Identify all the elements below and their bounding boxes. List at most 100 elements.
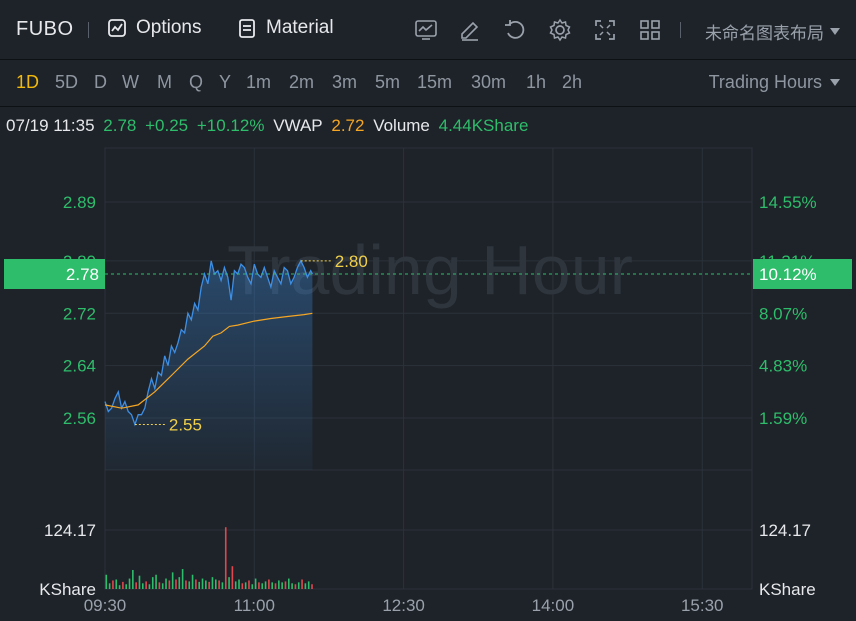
quote-price: 2.78	[103, 116, 137, 135]
period-tab-d[interactable]: D	[94, 72, 107, 92]
time-tick-label: 12:30	[382, 596, 425, 615]
volume-bar	[158, 582, 161, 589]
volume-bar	[122, 581, 124, 589]
indicator-icon[interactable]	[413, 17, 439, 43]
period-tab-5m[interactable]: 5m	[375, 72, 401, 92]
volume-bar	[307, 581, 310, 589]
volume-bar	[244, 582, 247, 589]
draw-icon[interactable]	[457, 17, 483, 43]
volume-bar	[145, 581, 147, 589]
chevron-down-icon	[830, 79, 840, 86]
period-tab-1m[interactable]: 1m	[246, 72, 272, 92]
volume-bar	[304, 583, 307, 589]
volume-bar	[125, 584, 128, 589]
volume-bar	[231, 566, 234, 589]
layout-selector[interactable]: 未命名图表布局	[705, 19, 840, 44]
period-tab-2m[interactable]: 2m	[289, 72, 315, 92]
material-label: Material	[266, 17, 334, 38]
period-tab-1d[interactable]: 1D	[16, 72, 40, 92]
options-icon	[106, 17, 128, 39]
pct-tick-label: 4.83%	[759, 357, 807, 376]
period-tab-5d[interactable]: 5D	[55, 72, 79, 92]
fullscreen-icon[interactable]	[592, 17, 618, 43]
reset-icon[interactable]	[502, 17, 528, 43]
price-tick-label: 2.56	[63, 409, 96, 428]
period-tab-3m[interactable]: 3m	[332, 72, 358, 92]
volume-bar	[205, 580, 207, 589]
period-tab-2h[interactable]: 2h	[562, 72, 583, 92]
volume-bar	[128, 578, 131, 589]
toolbar-divider	[88, 22, 89, 38]
plot-frame	[104, 147, 753, 590]
volume-bar	[264, 581, 267, 589]
volume-bar	[185, 580, 187, 589]
volume-bar	[294, 584, 297, 589]
volume-bar	[241, 583, 244, 589]
time-tick-label: 11:00	[234, 596, 275, 615]
period-tab-q[interactable]: Q	[189, 72, 204, 92]
volume-label: Volume	[373, 116, 430, 135]
vwap-value: 2.72	[331, 116, 365, 135]
current-pct-badge-label: 10.12%	[759, 265, 817, 284]
price-tick-label: 2.89	[63, 193, 96, 212]
quote-change-pct: +10.12%	[196, 116, 265, 135]
quote-info-bar: 07/19 11:35 2.78 +0.25 +10.12% VWAP 2.72…	[6, 116, 532, 136]
volume-bar	[148, 584, 151, 589]
volume-bar	[178, 577, 181, 589]
current-price-badge	[4, 259, 105, 289]
volume-bar	[168, 580, 171, 589]
volume-bar	[311, 584, 313, 589]
volume-bar	[208, 581, 210, 589]
volume-bar	[261, 583, 264, 589]
volume-bar	[191, 574, 194, 589]
trading-hours-dropdown[interactable]: Trading Hours	[709, 72, 840, 93]
volume-bar	[155, 574, 157, 589]
volume-bar	[301, 579, 303, 589]
current-pct-badge	[753, 259, 852, 289]
material-button[interactable]: Material	[236, 17, 334, 39]
volume-bar	[181, 569, 184, 589]
volume-bar	[211, 577, 214, 589]
volume-bar	[135, 582, 137, 589]
volume-bar	[268, 579, 270, 589]
volume-unit-label-right: KShare	[759, 580, 816, 599]
grid-layout-icon[interactable]	[637, 17, 663, 43]
pct-tick-label: 8.07%	[759, 304, 807, 323]
volume-bar	[281, 582, 283, 589]
period-tab-30m[interactable]: 30m	[471, 72, 507, 92]
period-tab-1h[interactable]: 1h	[526, 72, 547, 92]
volume-bar	[112, 580, 114, 589]
volume-bar	[258, 582, 260, 589]
price-area	[105, 260, 313, 470]
quote-datetime: 07/19 11:35	[6, 116, 95, 135]
period-tab-m[interactable]: M	[157, 72, 172, 92]
volume-bar	[287, 578, 290, 589]
options-button[interactable]: Options	[106, 17, 201, 39]
ticker-symbol[interactable]: FUBO	[16, 18, 74, 40]
volume-bar	[138, 575, 141, 589]
volume-bar	[274, 583, 277, 589]
volume-bar	[132, 569, 134, 589]
volume-bar	[188, 581, 191, 589]
volume-bar	[141, 583, 144, 589]
price-tick-label: 2.64	[63, 357, 96, 376]
high-label: 2.80	[335, 252, 368, 271]
trading-hours-label: Trading Hours	[708, 72, 822, 92]
settings-gear-icon[interactable]	[547, 17, 573, 43]
volume-bar	[218, 580, 220, 589]
volume-bar	[234, 581, 237, 589]
volume-bar	[238, 579, 240, 589]
period-tab-y[interactable]: Y	[219, 72, 232, 92]
period-tab-w[interactable]: W	[122, 72, 139, 92]
volume-bar	[161, 583, 164, 589]
volume-bar	[108, 583, 111, 589]
divider	[0, 106, 856, 107]
volume-bar	[291, 583, 293, 589]
volume-tick-label: 124.17	[44, 521, 96, 540]
period-tabs: 1D 5D D W M Q Y 1m 2m 3m 5m 15m 30m 1h 2h	[0, 64, 856, 100]
time-tick-label: 09:30	[84, 596, 127, 615]
pct-tick-label: 14.55%	[759, 193, 817, 212]
toolbar-divider	[680, 22, 681, 38]
period-tab-15m[interactable]: 15m	[417, 72, 453, 92]
